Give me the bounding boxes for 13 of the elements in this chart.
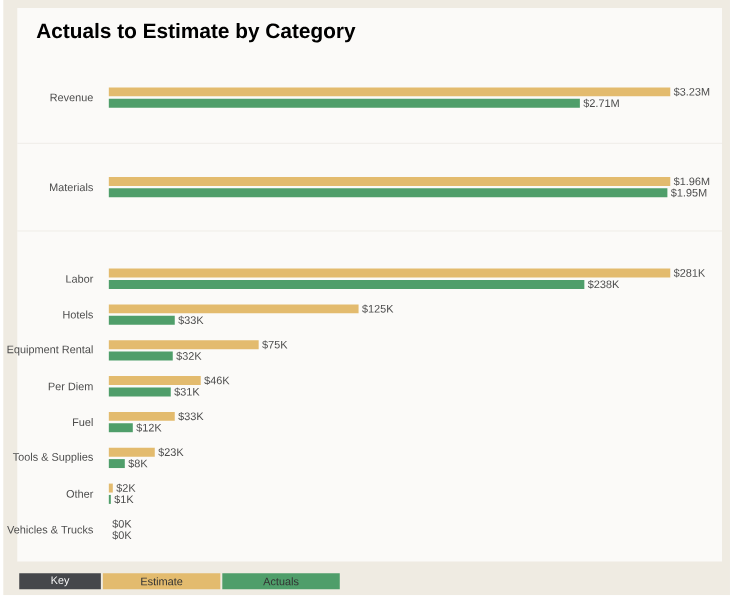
bar — [108, 280, 585, 290]
bar — [108, 340, 259, 350]
bar — [108, 412, 175, 422]
bar — [108, 351, 173, 361]
bar — [108, 459, 125, 469]
bar — [108, 423, 133, 433]
bar — [108, 304, 359, 314]
bar — [108, 268, 671, 278]
chart-title: Actuals to Estimate by Category — [36, 23, 356, 43]
bar — [108, 376, 201, 386]
bar — [108, 448, 155, 458]
bar — [108, 316, 175, 326]
bar — [108, 387, 171, 397]
